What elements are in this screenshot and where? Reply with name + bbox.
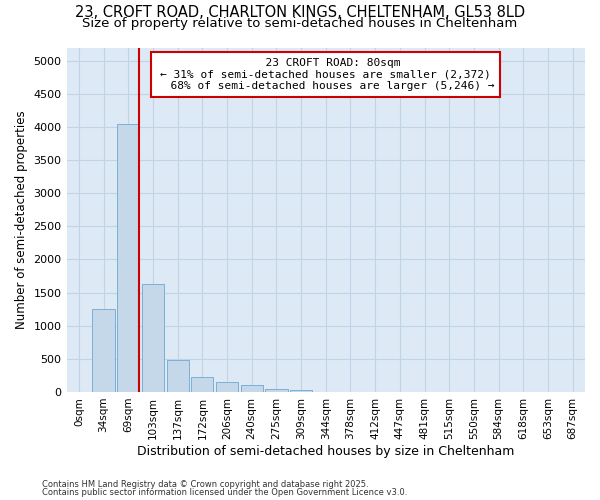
Text: 23, CROFT ROAD, CHARLTON KINGS, CHELTENHAM, GL53 8LD: 23, CROFT ROAD, CHARLTON KINGS, CHELTENH…	[75, 5, 525, 20]
Bar	[167, 360, 189, 392]
Text: 23 CROFT ROAD: 80sqm
← 31% of semi-detached houses are smaller (2,372)
  68% of : 23 CROFT ROAD: 80sqm ← 31% of semi-detac…	[157, 58, 494, 91]
Text: Size of property relative to semi-detached houses in Cheltenham: Size of property relative to semi-detach…	[82, 18, 518, 30]
Text: Contains public sector information licensed under the Open Government Licence v3: Contains public sector information licen…	[42, 488, 407, 497]
Bar	[117, 124, 139, 392]
Bar	[290, 390, 312, 392]
X-axis label: Distribution of semi-detached houses by size in Cheltenham: Distribution of semi-detached houses by …	[137, 444, 514, 458]
Bar	[241, 386, 263, 392]
Text: Contains HM Land Registry data © Crown copyright and database right 2025.: Contains HM Land Registry data © Crown c…	[42, 480, 368, 489]
Bar	[216, 382, 238, 392]
Bar	[142, 284, 164, 392]
Bar	[191, 378, 214, 392]
Bar	[92, 309, 115, 392]
Bar	[265, 388, 287, 392]
Y-axis label: Number of semi-detached properties: Number of semi-detached properties	[15, 110, 28, 329]
